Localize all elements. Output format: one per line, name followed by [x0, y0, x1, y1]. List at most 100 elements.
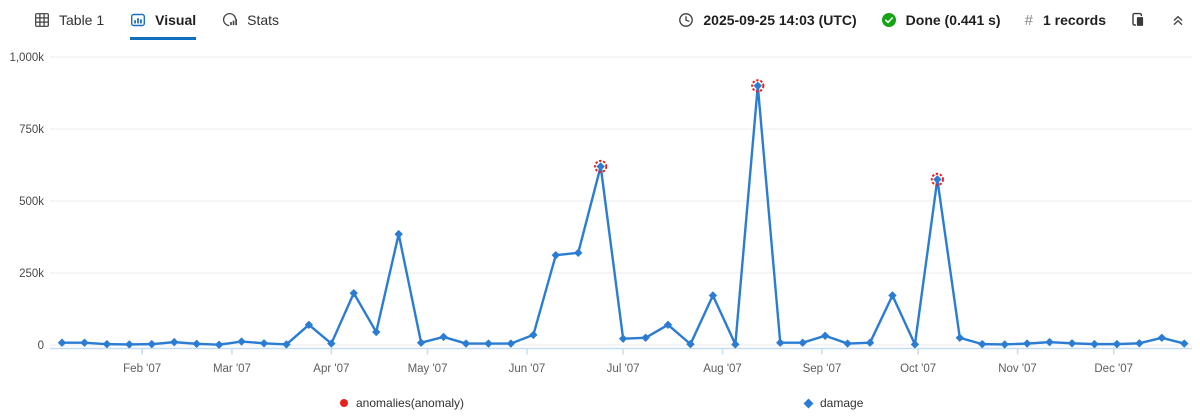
data-point-marker[interactable] [1180, 339, 1189, 348]
legend-item-anomalies[interactable]: anomalies(anomaly) [340, 396, 464, 410]
data-point-marker[interactable] [1045, 337, 1054, 347]
y-axis-tick-label: 0 [38, 340, 44, 352]
y-axis-tick-label: 500k [19, 196, 44, 208]
tab-stats[interactable]: Stats [222, 0, 279, 40]
data-point-marker[interactable] [641, 333, 650, 342]
stats-icon [223, 12, 239, 28]
x-axis-tick-label: Sep '07 [803, 363, 842, 375]
data-point-marker[interactable] [551, 250, 560, 260]
y-axis-tick-label: 1,000k [9, 52, 44, 64]
data-point-marker[interactable] [978, 339, 987, 349]
query-status-group: 2025-09-25 14:03 (UTC) Done (0.441 s) # … [678, 0, 1186, 40]
data-point-marker[interactable] [618, 334, 628, 343]
data-point-marker[interactable] [506, 339, 516, 348]
data-point-marker[interactable] [282, 340, 291, 349]
copy-icon [1132, 12, 1145, 27]
table-grid-icon [35, 13, 49, 27]
data-point-marker[interactable] [237, 337, 246, 346]
damage-series-line [62, 84, 1185, 346]
tab-table-1[interactable]: Table 1 [34, 0, 104, 40]
data-point-marker[interactable] [731, 340, 740, 349]
tab-table-1-label: Table 1 [59, 12, 105, 28]
anomaly-marker[interactable] [594, 159, 608, 174]
clock-icon [679, 13, 694, 27]
data-point-marker[interactable] [776, 338, 785, 347]
data-point-marker[interactable] [955, 333, 964, 342]
data-point-marker[interactable] [1112, 339, 1122, 349]
hash-icon: # [1024, 11, 1033, 29]
data-point-marker[interactable] [1067, 339, 1077, 348]
data-point-marker[interactable] [259, 339, 269, 348]
data-point-marker[interactable] [214, 340, 224, 349]
data-point-marker[interactable] [394, 229, 403, 239]
data-point-marker[interactable] [1135, 339, 1144, 348]
x-axis-tick-label: Jul '07 [607, 363, 640, 375]
data-point-marker[interactable] [192, 339, 201, 349]
data-point-marker[interactable] [843, 339, 852, 348]
x-axis-tick-label: Oct '07 [900, 363, 936, 375]
data-point-marker[interactable] [327, 339, 336, 348]
x-axis-tick-label: Apr '07 [313, 363, 349, 375]
data-point-marker[interactable] [753, 81, 762, 90]
record-count: # 1 records [1025, 12, 1106, 29]
x-axis-tick-label: Dec '07 [1094, 363, 1133, 375]
query-done-status: Done (0.441 s) [881, 12, 1001, 28]
data-point-marker[interactable] [888, 291, 897, 300]
data-point-marker[interactable] [596, 162, 605, 171]
data-point-marker[interactable] [1022, 339, 1032, 348]
chart-legend: anomalies(anomaly) damage [0, 394, 1200, 416]
data-point-marker[interactable] [663, 320, 673, 330]
tab-visual[interactable]: Visual [130, 0, 197, 40]
data-point-marker[interactable] [574, 248, 583, 258]
copy-results-button[interactable] [1130, 12, 1146, 28]
query-timestamp-text: 2025-09-25 14:03 (UTC) [703, 12, 857, 28]
data-point-marker[interactable] [686, 339, 695, 349]
data-point-marker[interactable] [80, 338, 89, 347]
results-tabs: Table 1 Visual Stat [34, 0, 279, 40]
x-axis-tick-label: Jun '07 [509, 363, 546, 375]
data-point-marker[interactable] [1000, 340, 1009, 349]
anomaly-marker[interactable] [751, 79, 765, 93]
data-point-marker[interactable] [147, 339, 156, 349]
legend-item-damage[interactable]: damage [803, 396, 864, 410]
legend-anomalies-marker [340, 399, 348, 407]
data-point-marker[interactable] [125, 340, 134, 349]
query-done-text: Done (0.441 s) [905, 12, 1001, 28]
query-timestamp: 2025-09-25 14:03 (UTC) [678, 12, 857, 28]
data-point-marker[interactable] [102, 339, 112, 349]
record-count-text: 1 records [1042, 12, 1106, 28]
data-point-marker[interactable] [1157, 333, 1167, 342]
data-point-marker[interactable] [529, 330, 538, 340]
tab-stats-label: Stats [247, 12, 280, 28]
data-point-marker[interactable] [1090, 339, 1099, 349]
anomaly-marker[interactable] [930, 172, 944, 186]
legend-anomalies-label: anomalies(anomaly) [356, 396, 465, 410]
data-point-marker[interactable] [170, 337, 179, 347]
collapse-pane-button[interactable] [1170, 12, 1186, 28]
data-point-marker[interactable] [798, 338, 807, 347]
visual-chart-icon [131, 13, 146, 27]
x-axis-tick-label: Nov '07 [998, 363, 1037, 375]
data-point-marker[interactable] [57, 338, 67, 347]
data-point-marker[interactable] [372, 327, 381, 337]
data-point-marker[interactable] [304, 320, 314, 330]
y-axis-tick-label: 250k [19, 268, 44, 280]
data-point-marker[interactable] [439, 332, 448, 342]
data-point-marker[interactable] [416, 338, 426, 347]
anomaly-timechart[interactable]: 0 250k 500k 750k 1,000k Feb '07 Mar '07 Apr '07… [0, 40, 1200, 394]
results-toolbar: Table 1 Visual Stat [0, 0, 1200, 40]
data-point-marker[interactable] [708, 291, 718, 300]
data-point-marker[interactable] [484, 339, 493, 348]
data-point-marker[interactable] [461, 339, 471, 348]
data-point-marker[interactable] [865, 338, 875, 347]
x-axis-tick-label: Mar '07 [213, 363, 251, 375]
data-point-marker[interactable] [910, 340, 920, 349]
legend-damage-label: damage [820, 396, 864, 410]
tab-visual-label: Visual [155, 12, 197, 28]
x-axis-tick-label: May '07 [408, 363, 448, 375]
data-point-marker[interactable] [820, 331, 830, 340]
success-check-icon [881, 13, 896, 27]
x-axis-tick-label: Aug '07 [703, 363, 742, 375]
data-point-marker[interactable] [933, 175, 942, 184]
